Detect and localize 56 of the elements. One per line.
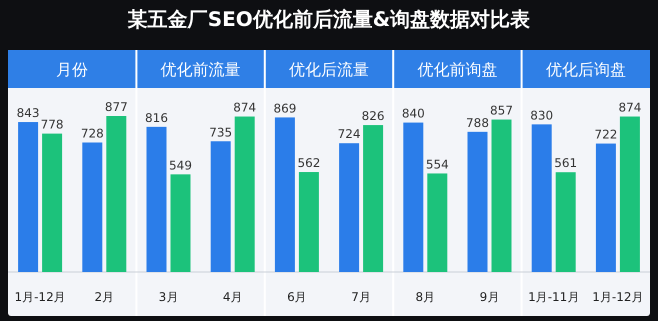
bar [234, 116, 255, 272]
data-label: 840 [402, 106, 425, 121]
data-label: 826 [362, 109, 385, 124]
data-label: 549 [169, 158, 192, 172]
text: 优化后询盘 [546, 60, 626, 79]
bar [146, 126, 166, 272]
chart-title: 某五金厂SEO优化前后流量&询盘数据对比表 [126, 7, 530, 31]
text: 优化前询盘 [417, 60, 498, 79]
data-label: 830 [530, 108, 554, 122]
bar [620, 116, 640, 272]
bar [556, 172, 576, 272]
x-tick-label: 3月 [158, 290, 178, 304]
bar [42, 134, 62, 272]
x-tick-label: 8月 [415, 290, 436, 304]
data-label: 843 [16, 106, 40, 120]
bar [210, 141, 231, 272]
bar [298, 172, 319, 272]
x-tick-label: 1月-11月 [528, 290, 580, 304]
x-tick-label: 6月 [287, 290, 307, 304]
x-tick-label: 7月 [351, 290, 371, 304]
data-label: 722 [594, 128, 618, 142]
bar [339, 143, 360, 272]
data-label: 869 [273, 101, 296, 116]
text: 月份 [56, 60, 88, 79]
bar [532, 124, 552, 272]
bar [106, 116, 126, 272]
x-tick-label: 2月 [94, 290, 114, 304]
data-label: 728 [80, 126, 104, 141]
bar [363, 125, 384, 272]
bar [492, 120, 512, 272]
bar [18, 122, 38, 272]
bar [468, 132, 488, 272]
data-label: 562 [297, 156, 320, 170]
data-label: 778 [40, 118, 64, 132]
data-label: 874 [618, 100, 642, 115]
data-label: 816 [145, 110, 168, 125]
bar [170, 174, 190, 272]
x-tick-label: 4月 [222, 290, 243, 304]
data-label: 788 [466, 116, 489, 130]
data-label: 735 [209, 125, 232, 140]
bar [427, 173, 448, 272]
text: 优化前流量 [160, 60, 241, 79]
data-label: 857 [490, 104, 513, 118]
bar [403, 122, 424, 272]
bar [596, 144, 616, 272]
text: 优化后流量 [289, 60, 369, 79]
x-tick-label: 9月 [480, 290, 500, 304]
data-label: 724 [338, 127, 361, 142]
x-tick-label: 1月-12月 [14, 290, 66, 304]
data-label: 561 [554, 156, 578, 170]
data-label: 554 [426, 157, 449, 172]
data-label: 874 [233, 100, 256, 115]
bar [82, 142, 102, 272]
x-tick-label: 1月-12月 [592, 290, 644, 304]
data-label: 877 [104, 100, 128, 114]
bar [274, 117, 295, 272]
